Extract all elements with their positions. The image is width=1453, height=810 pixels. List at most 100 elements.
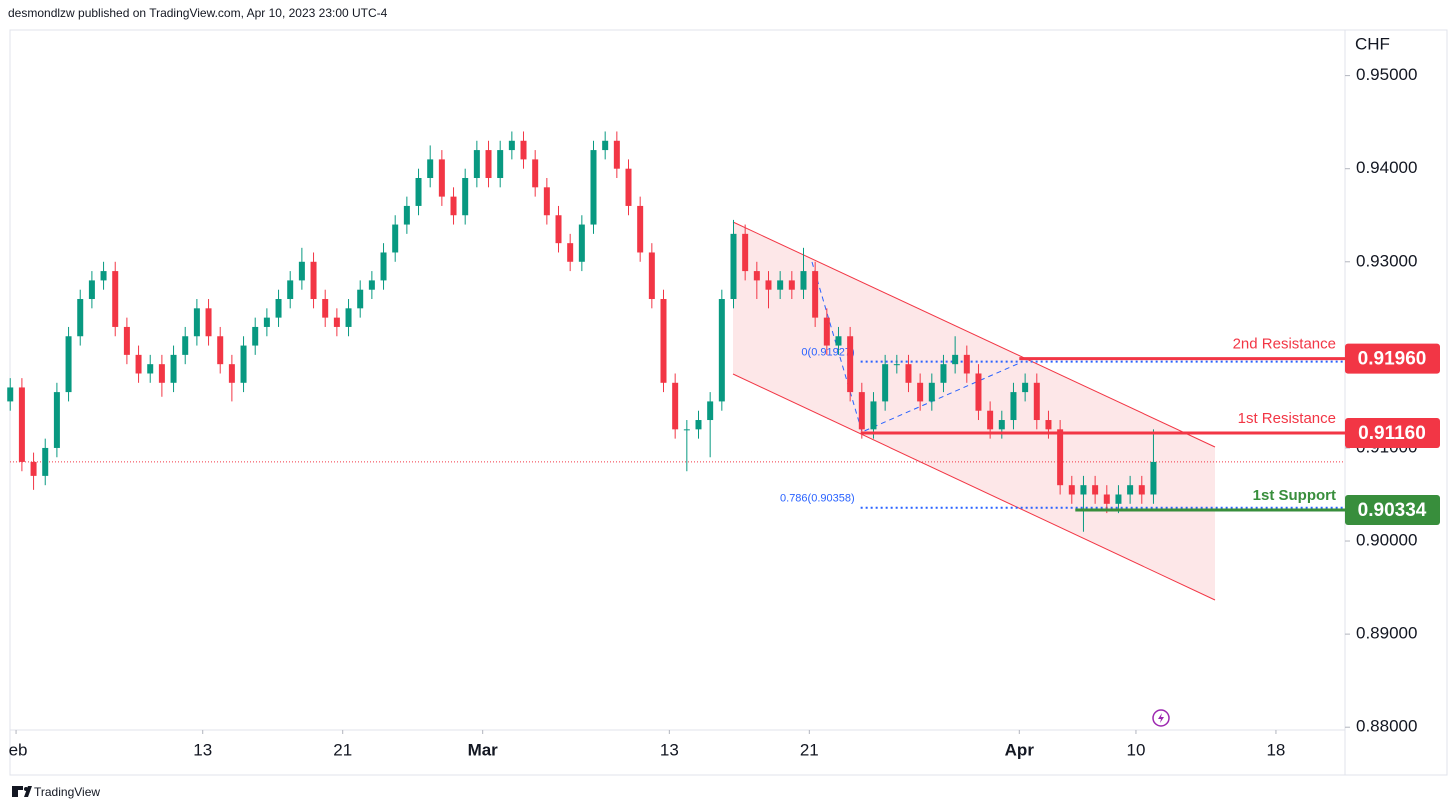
candle-body	[660, 299, 667, 383]
candle-body	[952, 354, 959, 365]
candle-body	[613, 140, 620, 169]
candle-body	[228, 364, 235, 383]
candle-body	[1057, 429, 1064, 486]
fib-level-label: 0(0.91927)	[801, 347, 854, 359]
level-name: 2nd Resistance	[1233, 336, 1336, 353]
candle-body	[555, 215, 562, 244]
candle-body	[217, 336, 224, 365]
candle-body	[975, 373, 982, 411]
candle-body	[368, 280, 375, 290]
price-badge	[1345, 343, 1440, 374]
x-tick-label: Apr	[1005, 740, 1035, 759]
y-tick-label: 0.88000	[1356, 717, 1417, 736]
candle-body	[415, 178, 422, 206]
candle-body	[497, 150, 504, 179]
brand-logo	[12, 786, 32, 797]
candle-body	[823, 317, 830, 346]
candle-body	[1068, 485, 1075, 495]
candle-body	[42, 447, 49, 476]
x-tick-label: 13	[193, 740, 212, 759]
price-badge	[1345, 494, 1440, 525]
candle-body	[847, 336, 854, 393]
candle-body	[520, 140, 527, 160]
candle-body	[637, 205, 644, 253]
candle-body	[882, 364, 889, 402]
candle-body	[870, 401, 877, 430]
candle-body	[730, 233, 737, 300]
candle-body	[18, 387, 25, 462]
candle-body	[450, 196, 457, 216]
candle-body	[835, 336, 842, 346]
candle-body	[1150, 461, 1157, 495]
channel-fill	[733, 222, 1215, 600]
candle-body	[77, 299, 84, 337]
candle-body	[1022, 382, 1029, 393]
candle-body	[940, 364, 947, 383]
header-text: desmondlzw published on TradingView.com,…	[8, 6, 388, 20]
candle-body	[170, 354, 177, 383]
candle-body	[287, 280, 294, 300]
candle-body	[788, 280, 795, 290]
candle-body	[672, 382, 679, 430]
candle-body	[1080, 485, 1087, 495]
price-badge-label: 0.91160	[1358, 423, 1426, 444]
candle-body	[65, 336, 72, 393]
candle-body	[392, 224, 399, 253]
candle-body	[567, 243, 574, 262]
candle-body	[963, 354, 970, 374]
y-tick-label: 0.95000	[1356, 65, 1417, 84]
candle-body	[7, 387, 14, 402]
candle-body	[905, 364, 912, 383]
y-tick-label: 0.90000	[1356, 531, 1417, 550]
candle-body	[275, 299, 282, 318]
x-tick-label: eb	[9, 740, 28, 759]
channel-lower	[732, 373, 1216, 601]
candle-body	[123, 326, 130, 355]
candle-body	[683, 429, 690, 431]
candle-body	[812, 271, 819, 318]
candle-body	[753, 271, 760, 281]
candle-body	[625, 168, 632, 206]
candle-body	[998, 420, 1005, 430]
candle-body	[1045, 420, 1052, 430]
x-tick-label: 21	[800, 740, 819, 759]
candle-body	[193, 308, 200, 337]
price-badge-label: 0.91960	[1358, 349, 1427, 370]
candle-body	[917, 382, 924, 402]
alert-icon	[1152, 709, 1170, 727]
x-tick-label: 10	[1126, 740, 1145, 759]
level-name: 1st Resistance	[1238, 410, 1336, 427]
candle-body	[1103, 494, 1110, 504]
candle-body	[462, 178, 469, 216]
y-tick-label: 0.93000	[1356, 251, 1417, 270]
price-badge-label: 0.90334	[1358, 500, 1427, 521]
candle-body	[112, 271, 119, 327]
candle-body	[357, 289, 364, 309]
candle-body	[88, 280, 95, 300]
candle-body	[135, 354, 142, 374]
candle-body	[473, 150, 480, 179]
candle-body	[987, 410, 994, 430]
candle-body	[1127, 485, 1134, 495]
candle-body	[182, 336, 189, 355]
candle-body	[1010, 392, 1017, 421]
candle-body	[1033, 382, 1040, 421]
candle-body	[322, 299, 329, 318]
y-tick-label: 0.94000	[1356, 158, 1417, 177]
candle-body	[718, 299, 725, 402]
candle-body	[240, 345, 247, 383]
chart-frame	[9, 29, 1448, 776]
candle-body	[590, 150, 597, 225]
candle-body	[53, 392, 60, 448]
candle-body	[252, 326, 259, 346]
candle-body	[765, 280, 772, 290]
candle-body	[100, 271, 107, 281]
candle-body	[742, 233, 749, 272]
fib-level-label: 0.786(0.90358)	[780, 493, 855, 505]
x-tick-label: 21	[333, 740, 352, 759]
candle-body	[777, 280, 784, 290]
candle-body	[147, 364, 154, 374]
x-tick-label: 18	[1266, 740, 1285, 759]
candle-body	[333, 317, 340, 327]
